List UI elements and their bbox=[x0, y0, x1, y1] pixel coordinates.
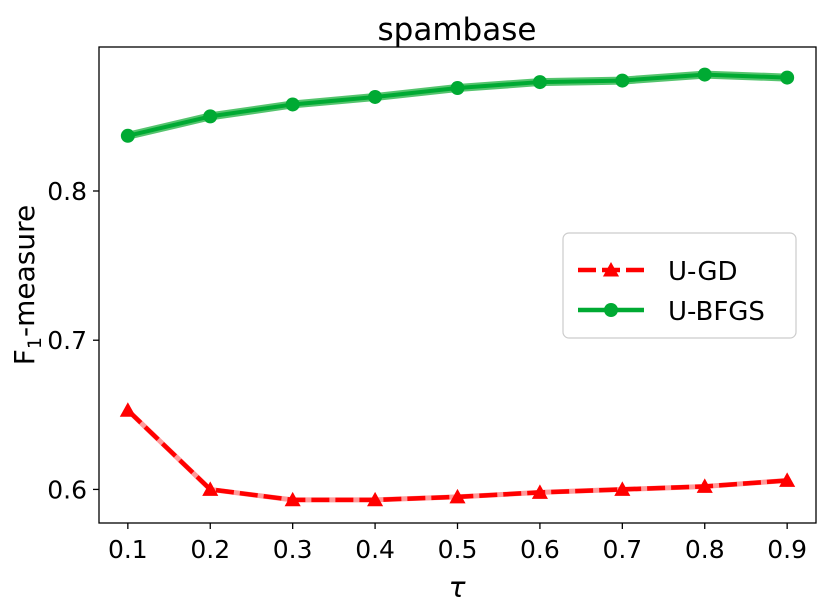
x-tick-label: 0.6 bbox=[520, 535, 560, 564]
legend-entry-u-bfgs: U-BFGS bbox=[578, 297, 765, 327]
x-tick-label: 0.9 bbox=[767, 535, 807, 564]
plot-area: 0.1 0.2 0.3 0.4 0.5 0.6 0.7 0.8 0.9 0.6 0.7 0.8 bbox=[47, 46, 817, 564]
legend-marker-u-bfgs bbox=[604, 303, 618, 317]
data-point-u-bfgs bbox=[697, 67, 712, 82]
data-point-u-gd bbox=[367, 491, 384, 507]
data-point-u-bfgs bbox=[450, 81, 465, 96]
y-tick-label: 0.6 bbox=[47, 475, 87, 504]
data-point-u-bfgs bbox=[368, 89, 383, 104]
data-point-u-bfgs bbox=[120, 128, 135, 143]
y-axis: 0.6 0.7 0.8 bbox=[47, 177, 99, 504]
legend: U-GD U-BFGS bbox=[562, 232, 797, 339]
data-point-u-bfgs bbox=[615, 73, 630, 88]
y-tick-label: 0.7 bbox=[47, 326, 87, 355]
legend-label-u-gd: U-GD bbox=[668, 257, 738, 287]
series-u-gd bbox=[119, 402, 796, 507]
data-point-u-bfgs bbox=[780, 70, 795, 85]
x-tick-label: 0.5 bbox=[438, 535, 478, 564]
x-tick-label: 0.7 bbox=[602, 535, 642, 564]
data-point-u-bfgs bbox=[532, 75, 547, 90]
data-point-u-bfgs bbox=[285, 97, 300, 112]
x-tick-label: 0.8 bbox=[685, 535, 725, 564]
data-point-u-gd bbox=[449, 488, 466, 504]
y-axis-label: F1-measure bbox=[8, 205, 46, 365]
y-tick-label: 0.8 bbox=[47, 177, 87, 206]
y-axis-label-rest: -measure bbox=[8, 205, 41, 337]
data-point-u-gd bbox=[614, 481, 631, 496]
x-axis-label: τ bbox=[449, 571, 466, 604]
chart-title: spambase bbox=[378, 12, 537, 48]
x-tick-label: 0.1 bbox=[108, 535, 148, 564]
y-axis-label-text: F1-measure bbox=[8, 205, 46, 365]
series-u-bfgs bbox=[120, 67, 795, 143]
data-point-u-bfgs bbox=[203, 109, 218, 124]
series-layer bbox=[119, 67, 796, 507]
legend-marker-u-gd bbox=[602, 261, 620, 277]
x-tick-label: 0.2 bbox=[190, 535, 230, 564]
x-tick-label: 0.4 bbox=[355, 535, 395, 564]
y-axis-label-subscript: 1 bbox=[24, 337, 46, 349]
data-point-u-gd bbox=[531, 484, 548, 499]
x-tick-label: 0.3 bbox=[273, 535, 313, 564]
data-point-u-gd bbox=[202, 481, 219, 496]
data-point-u-gd bbox=[119, 402, 136, 417]
y-axis-label-main: F bbox=[8, 349, 41, 365]
data-point-u-gd bbox=[284, 491, 301, 507]
data-point-u-gd bbox=[779, 472, 796, 487]
series-line-u-gd bbox=[126, 408, 788, 503]
x-axis: 0.1 0.2 0.3 0.4 0.5 0.6 0.7 0.8 0.9 bbox=[108, 523, 807, 564]
legend-entry-u-gd: U-GD bbox=[578, 257, 738, 287]
legend-label-u-bfgs: U-BFGS bbox=[668, 297, 765, 327]
data-point-u-gd bbox=[696, 478, 713, 493]
